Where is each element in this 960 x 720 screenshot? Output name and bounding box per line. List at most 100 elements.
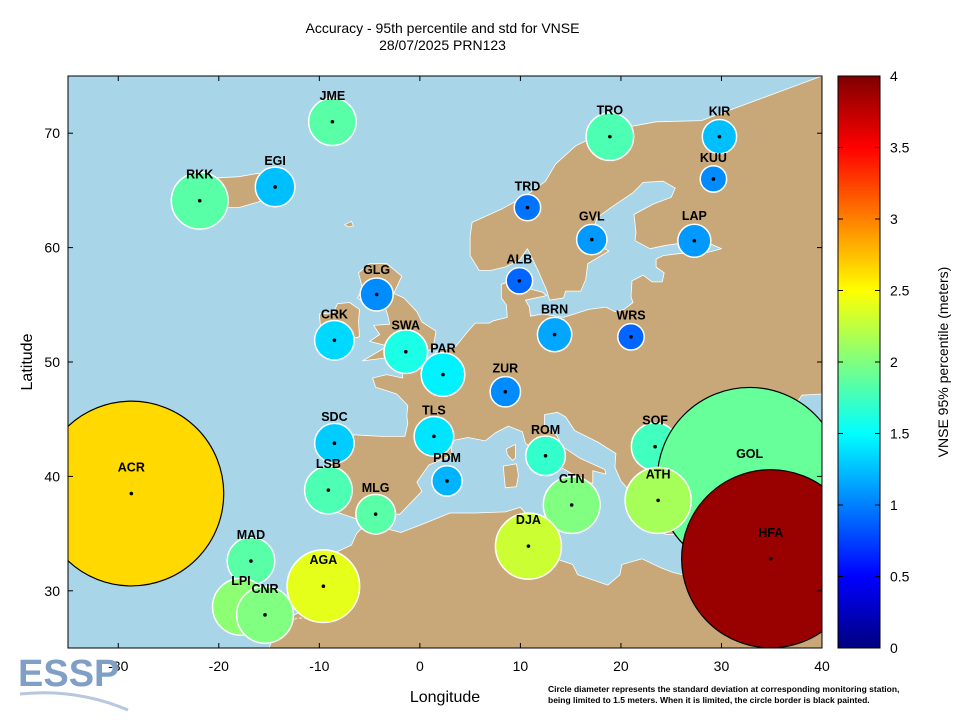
colorbar: 0 0.5 1 1.5 2 2.5 3 3.5 4 VNSE 95% percentile (m… xyxy=(837,68,951,656)
station-label: SDC xyxy=(321,410,347,424)
station-label: LAP xyxy=(682,209,707,223)
station-label: TRD xyxy=(515,179,541,193)
colorbar-tick-label: 0.5 xyxy=(890,569,910,585)
station-label: MLG xyxy=(362,481,390,495)
land-corsica xyxy=(505,443,516,461)
station-label: LSB xyxy=(316,457,341,471)
station-marker xyxy=(711,177,716,181)
station-marker xyxy=(656,498,660,503)
station-rkk: RKK xyxy=(170,168,229,230)
station-label: ZUR xyxy=(492,362,518,376)
station-label: ALB xyxy=(507,253,533,267)
station-label: WRS xyxy=(616,309,645,323)
station-gvl: GVL xyxy=(575,209,608,256)
station-label: DJA xyxy=(516,513,541,527)
station-zur: ZUR xyxy=(489,362,522,408)
y-tick-label: 40 xyxy=(44,468,60,484)
station-swa: SWA xyxy=(383,319,429,375)
station-cnr: CNR xyxy=(235,582,295,644)
station-label: RKK xyxy=(186,168,213,182)
colorbar-tick-label: 1 xyxy=(890,497,898,513)
station-label: GOL xyxy=(736,447,763,461)
logo-text: ESSP xyxy=(18,653,119,695)
station-marker xyxy=(552,332,557,337)
station-label: PDM xyxy=(433,451,461,465)
station-marker xyxy=(332,441,337,446)
station-circle xyxy=(68,400,225,587)
y-tick-label: 30 xyxy=(44,583,60,599)
station-tro: TRO xyxy=(585,104,635,162)
station-label: JME xyxy=(320,89,346,103)
station-mad: MAD xyxy=(226,528,276,586)
station-marker xyxy=(321,584,326,589)
station-wrs: WRS xyxy=(616,309,646,351)
station-label: ROM xyxy=(531,423,560,437)
y-axis-title: Latitude xyxy=(19,333,36,390)
station-label: LPI xyxy=(231,574,250,588)
station-lsb: LSB xyxy=(303,457,353,515)
station-marker xyxy=(326,488,331,492)
station-label: GLG xyxy=(363,263,390,277)
station-marker xyxy=(503,389,508,394)
station-label: PAR xyxy=(430,342,455,356)
station-marker xyxy=(445,479,449,483)
station-label: CNR xyxy=(251,582,278,596)
station-marker xyxy=(332,338,337,343)
station-label: TRO xyxy=(597,104,624,118)
station-acr: ACR xyxy=(68,400,225,587)
station-brn: BRN xyxy=(536,302,573,353)
colorbar-ticks: 0 0.5 1 1.5 2 2.5 3 3.5 4 xyxy=(838,68,910,656)
colorbar-label: VNSE 95% percentile (meters) xyxy=(935,267,951,458)
station-sdc: SDC xyxy=(313,410,355,464)
station-marker xyxy=(373,512,378,516)
colorbar-tick-label: 2.5 xyxy=(890,283,910,299)
station-marker xyxy=(249,559,253,563)
station-marker xyxy=(517,278,522,283)
station-label: EGI xyxy=(264,154,286,168)
station-marker xyxy=(129,491,134,496)
map-plot-area: JME TRO KIR RKK EGI KUU TRD GVL LAP ALB GLG CRK BRN W… xyxy=(67,75,823,649)
station-dja: DJA xyxy=(494,512,563,580)
y-tick-label: 60 xyxy=(44,240,60,256)
station-alb: ALB xyxy=(505,253,534,295)
station-label: BRN xyxy=(541,302,568,316)
y-tick-label: 50 xyxy=(44,354,60,370)
station-marker xyxy=(526,544,531,548)
station-marker xyxy=(569,503,574,507)
station-trd: TRD xyxy=(513,179,542,222)
station-glg: GLG xyxy=(359,263,394,312)
colorbar-tick-label: 3 xyxy=(890,211,898,227)
y-axis-ticks: 30 40 50 60 70 xyxy=(44,125,822,599)
colorbar-gradient xyxy=(837,75,881,649)
station-crk: CRK xyxy=(313,307,355,361)
station-jme: JME xyxy=(307,89,357,147)
colorbar-tick-label: 0 xyxy=(890,640,898,656)
station-marker xyxy=(653,444,657,449)
station-label: KIR xyxy=(709,104,731,118)
x-tick-label: 0 xyxy=(416,658,424,674)
land-sardinia xyxy=(502,463,519,489)
footnote-line-1: Circle diameter represents the standard … xyxy=(548,684,900,694)
colorbar-tick-label: 4 xyxy=(890,68,898,84)
footnote-line-2: being limited to 1.5 meters. When it is … xyxy=(548,695,870,705)
logo-swoosh xyxy=(19,691,129,712)
station-mlg: MLG xyxy=(355,481,397,535)
station-label: MAD xyxy=(237,528,265,542)
station-hfa: HFA xyxy=(681,469,822,648)
x-tick-label: 20 xyxy=(613,658,629,674)
station-marker xyxy=(608,134,612,139)
station-tls: TLS xyxy=(413,403,455,457)
x-tick-label: 40 xyxy=(814,658,830,674)
x-axis-title: Longitude xyxy=(410,689,480,706)
land-faroe xyxy=(344,220,354,228)
station-label: SWA xyxy=(392,319,420,333)
station-egi: EGI xyxy=(254,154,296,208)
station-lap: LAP xyxy=(677,209,712,258)
station-label: ATH xyxy=(646,467,671,481)
station-label: TLS xyxy=(422,403,446,417)
colorbar-tick-label: 2 xyxy=(890,354,898,370)
station-par: PAR xyxy=(420,342,466,398)
y-tick-label: 70 xyxy=(44,125,60,141)
station-pdm: PDM xyxy=(431,451,463,497)
